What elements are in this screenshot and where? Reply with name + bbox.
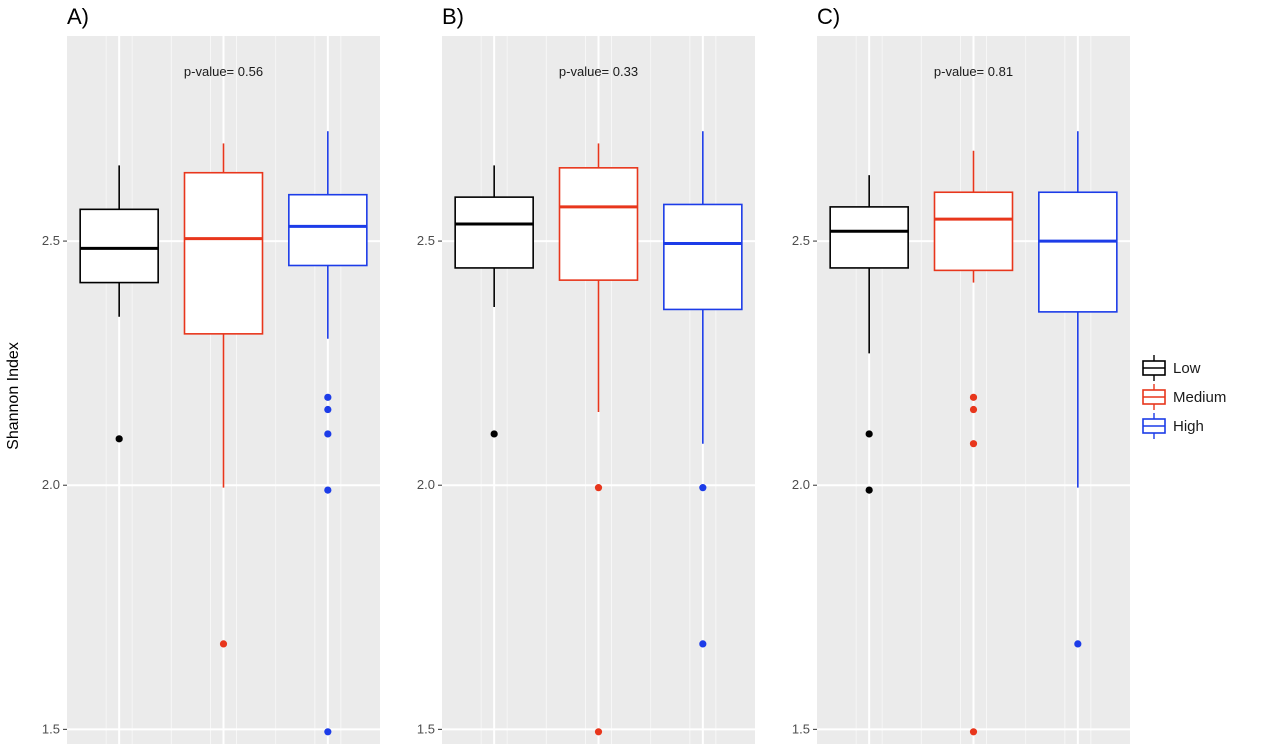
box-high: [663, 131, 743, 648]
outlier-point: [865, 486, 873, 494]
outlier-point: [969, 728, 978, 736]
p-value-annotation: p-value= 0.56: [184, 64, 263, 79]
legend: Low Medium High: [1142, 355, 1226, 439]
outlier-point: [865, 430, 873, 438]
panel-2: 1.5 2.0 2.5 B) p-value= 0.33: [417, 4, 755, 744]
panel-3: 1.5 2.0 2.5 C) p-value= 0.81: [792, 4, 1130, 744]
y-tick-label: 2.5: [42, 233, 60, 248]
outlier-point: [699, 484, 707, 492]
y-tick-label: 1.5: [792, 721, 810, 736]
box-high: [288, 131, 368, 736]
y-tick-label: 2.5: [417, 233, 435, 248]
box-low: [829, 175, 909, 494]
y-tick-label: 2.0: [42, 477, 60, 492]
y-tick-label: 2.0: [417, 477, 435, 492]
box-medium: [558, 143, 639, 736]
panel-label: B): [442, 4, 464, 29]
y-tick-label: 1.5: [42, 721, 60, 736]
y-axis-label: Shannon Index: [5, 342, 22, 450]
outlier-point: [115, 435, 123, 443]
legend-item-low: Low: [1142, 355, 1201, 381]
outlier-point: [490, 430, 498, 438]
panel-label: C): [817, 4, 840, 29]
outlier-point: [324, 393, 332, 401]
legend-label: Medium: [1173, 389, 1226, 406]
y-tick-label: 2.5: [792, 233, 810, 248]
box-medium: [183, 143, 264, 648]
legend-label: High: [1173, 418, 1204, 435]
p-value-annotation: p-value= 0.33: [559, 64, 638, 79]
y-tick-label: 2.0: [792, 477, 810, 492]
interquartile-box: [454, 196, 534, 269]
legend-label: Low: [1173, 360, 1201, 377]
panel-1: 1.5 2.0 2.5 A) p-value= 0.56: [42, 4, 380, 744]
interquartile-box: [79, 208, 159, 284]
outlier-point: [324, 728, 332, 736]
box-low: [454, 165, 534, 438]
interquartile-box: [663, 203, 743, 311]
box-high: [1038, 131, 1118, 648]
outlier-point: [324, 405, 332, 414]
interquartile-box: [288, 193, 368, 267]
legend-item-medium: Medium: [1142, 384, 1226, 410]
outlier-point: [969, 393, 978, 401]
outlier-point: [1074, 640, 1082, 648]
y-tick-label: 1.5: [417, 721, 435, 736]
outlier-point: [594, 728, 603, 736]
panel-label: A): [67, 4, 89, 29]
outlier-point: [219, 640, 228, 648]
p-value-annotation: p-value= 0.81: [934, 64, 1013, 79]
interquartile-box: [829, 206, 909, 269]
outlier-point: [969, 405, 978, 414]
interquartile-box: [183, 171, 264, 335]
interquartile-box: [933, 191, 1014, 272]
interquartile-box: [558, 167, 639, 281]
panels: 1.5 2.0 2.5 A) p-value= 0.56 1.5 2.0 2.5 B) p-val…: [42, 4, 1130, 744]
box-low: [79, 165, 159, 443]
legend-item-high: High: [1142, 413, 1204, 439]
outlier-point: [699, 640, 707, 648]
outlier-point: [324, 430, 332, 438]
outlier-point: [594, 484, 603, 492]
interquartile-box: [1038, 191, 1118, 313]
outlier-point: [324, 486, 332, 494]
box-medium: [933, 150, 1014, 736]
outlier-point: [969, 440, 978, 448]
